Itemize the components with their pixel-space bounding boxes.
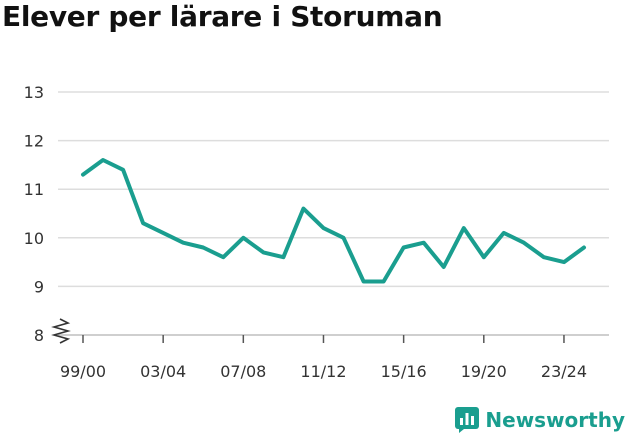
y-tick-label: 8 (34, 326, 44, 345)
y-tick-label: 13 (24, 83, 44, 102)
series-line (81, 158, 586, 284)
tick-labels: 8 9 10 11 12 13 99/00 03/04 07/08 11/12 15/16 19/20… (24, 83, 587, 381)
x-tick-label: 03/04 (140, 362, 186, 381)
x-tick-label: 15/16 (381, 362, 427, 381)
newsworthy-logo: Newsworthy (455, 407, 625, 433)
x-tick-label: 99/00 (60, 362, 106, 381)
y-tick-label: 11 (24, 180, 44, 199)
series-lines (81, 158, 586, 284)
x-tick-label: 19/20 (461, 362, 507, 381)
axis-break-mark (51, 318, 71, 344)
brand-name: Newsworthy (485, 408, 625, 432)
gridlines (58, 91, 609, 288)
x-tick-label: 07/08 (220, 362, 266, 381)
y-tick-label: 10 (24, 229, 44, 248)
bar-chart-icon (455, 407, 480, 433)
x-tick-label: 11/12 (300, 362, 346, 381)
y-tick-label: 12 (24, 132, 44, 151)
chart-title: Elever per lärare i Storuman (2, 0, 443, 33)
x-tick-label: 23/24 (541, 362, 587, 381)
line-chart: 8 9 10 11 12 13 99/00 03/04 07/08 11/12 15/16 19/20… (24, 83, 609, 381)
y-tick-label: 9 (34, 277, 44, 296)
axes (51, 318, 609, 344)
